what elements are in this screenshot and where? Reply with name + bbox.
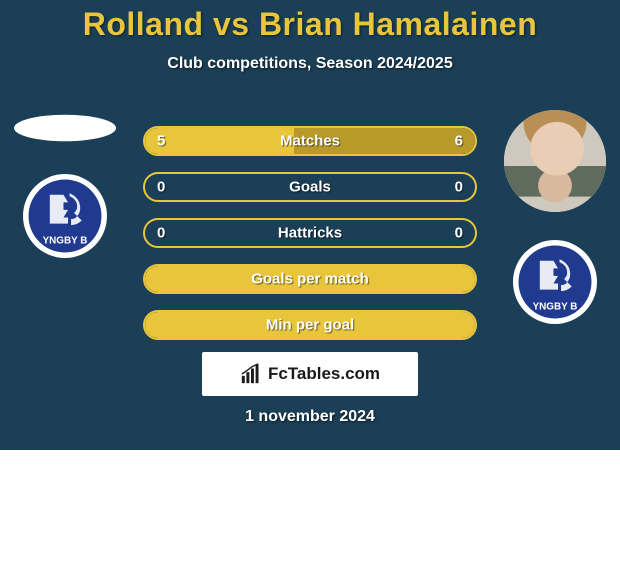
stat-bar: 0 0 Goals [143, 172, 477, 202]
brand-badge: FcTables.com [202, 352, 418, 396]
stat-bar: 0 0 Hattricks [143, 218, 477, 248]
bar-label: Min per goal [266, 317, 354, 334]
player-right-club-badge: YNGBY B [513, 240, 597, 324]
player-right-avatar [504, 110, 606, 212]
player-right-face-icon [504, 110, 606, 212]
stat-bar: Goals per match [143, 264, 477, 294]
bar-value-left: 0 [157, 225, 165, 242]
bar-label: Matches [280, 133, 340, 150]
subtitle: Club competitions, Season 2024/2025 [0, 55, 620, 73]
bar-label: Hattricks [278, 225, 342, 242]
bar-value-left: 5 [157, 133, 165, 150]
chart-icon [240, 363, 262, 385]
player-left-club-badge: YNGBY B [23, 174, 107, 258]
content-row: YNGBY B 5 6 Matches 0 0 Goals 0 0 Hattricks Goals… [0, 110, 620, 340]
svg-text:YNGBY B: YNGBY B [533, 301, 578, 312]
brand-text: FcTables.com [268, 364, 380, 384]
bar-value-right: 0 [455, 225, 463, 242]
stat-bar: Min per goal [143, 310, 477, 340]
lyngby-logo-icon: YNGBY B [517, 244, 593, 320]
page-title: Rolland vs Brian Hamalainen [0, 0, 620, 43]
bar-fill-left [145, 128, 294, 154]
bar-label: Goals [289, 179, 331, 196]
player-left-avatar [14, 115, 116, 142]
bar-label: Goals per match [251, 271, 369, 288]
stat-bar: 5 6 Matches [143, 126, 477, 156]
bar-value-right: 6 [455, 133, 463, 150]
lyngby-logo-icon: YNGBY B [27, 178, 103, 254]
date-label: 1 november 2024 [245, 408, 375, 426]
comparison-card: Rolland vs Brian Hamalainen Club competi… [0, 0, 620, 450]
bar-value-left: 0 [157, 179, 165, 196]
right-side: YNGBY B [500, 110, 610, 324]
stat-bars: 5 6 Matches 0 0 Goals 0 0 Hattricks Goals per mat… [135, 110, 485, 340]
left-side: YNGBY B [10, 110, 120, 258]
svg-text:YNGBY B: YNGBY B [43, 235, 88, 246]
bar-value-right: 0 [455, 179, 463, 196]
